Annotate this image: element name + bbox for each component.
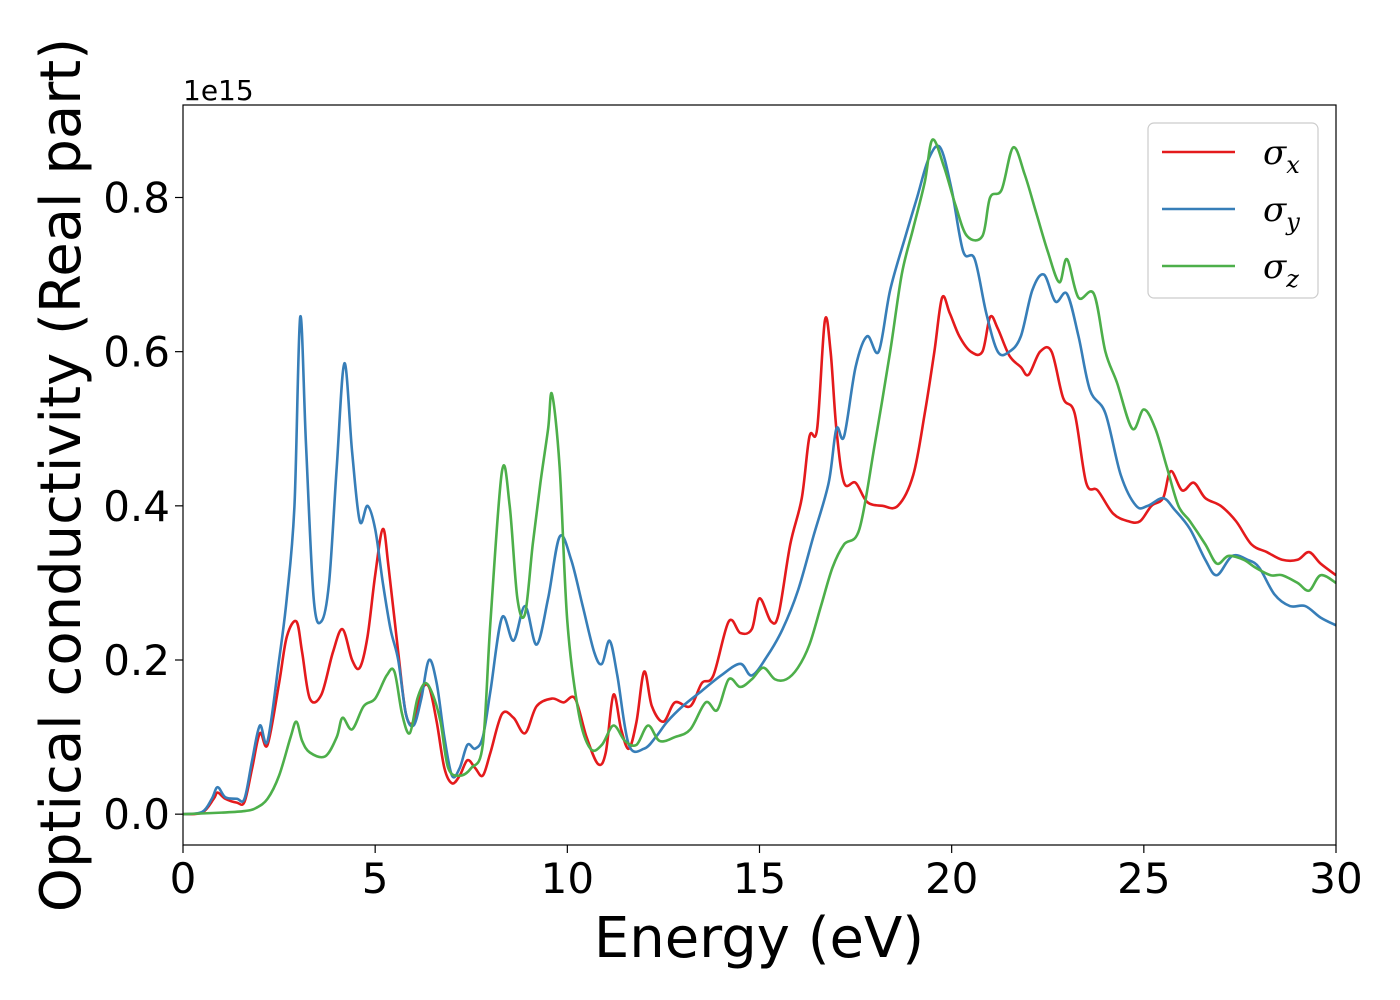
x-tick-label: 25 [1117, 854, 1170, 903]
x-tick-label: 15 [733, 854, 786, 903]
ticks-layer: 0 5 10 15 20 25 30 0.0 0.2 0.4 0.6 0.8 [103, 174, 1363, 904]
x-tick-label: 0 [170, 854, 197, 903]
y-axis-label: Optical conductivity (Real part) [29, 38, 94, 912]
series-line-x [183, 294, 1336, 816]
series-line-z [183, 138, 1336, 816]
x-tick-label: 30 [1309, 854, 1362, 903]
series-layer [183, 138, 1336, 816]
y-offset-label: 1e15 [183, 74, 254, 107]
x-tick-label: 20 [925, 854, 978, 903]
y-tick-label: 0.6 [103, 328, 170, 377]
y-tick-label: 0.2 [103, 636, 170, 685]
y-tick-label: 0.4 [103, 482, 170, 531]
x-tick-label: 10 [541, 854, 594, 903]
x-tick-label: 5 [362, 854, 389, 903]
x-axis-label: Energy (eV) [594, 906, 924, 971]
legend-label-x: σx [1263, 133, 1300, 179]
y-tick-label: 0.8 [103, 174, 170, 223]
y-tick-label: 0.0 [103, 790, 170, 839]
legend-box [1147, 122, 1319, 299]
series-line-y [183, 144, 1336, 816]
